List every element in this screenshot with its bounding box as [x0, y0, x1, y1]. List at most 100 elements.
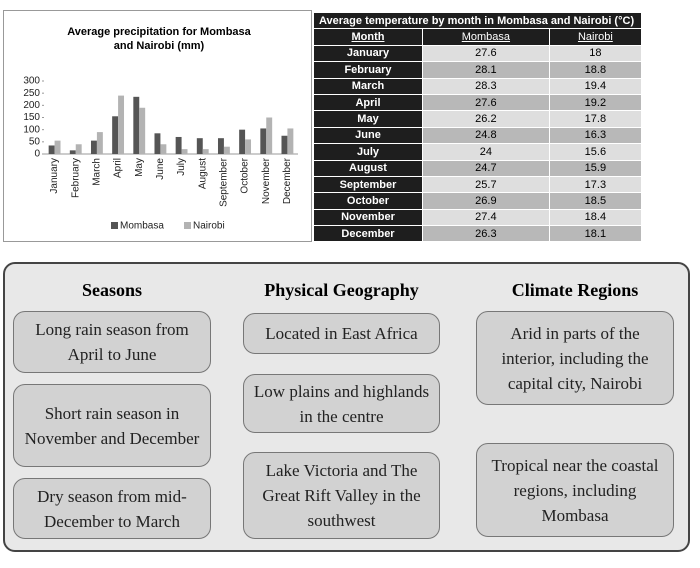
temperature-table: Average temperature by month in Mombasa … [313, 11, 643, 243]
table-cell: October [313, 192, 423, 210]
table-cell: 28.1 [422, 61, 550, 79]
x-tick-label: August [197, 158, 208, 189]
info-box: Low plains and highlands in the centre [243, 374, 440, 433]
x-tick-label: October [240, 157, 251, 193]
x-tick-label: May [134, 158, 145, 177]
table-cell: July [313, 143, 423, 161]
table-cell: August [313, 159, 423, 177]
table-cell: November [313, 208, 423, 227]
chart-title: Average precipitation for Mombasa and Na… [67, 26, 251, 52]
table-row: September 25.7 17.3 [313, 175, 643, 194]
x-tick-label: January [49, 158, 60, 194]
table-cell: 19.4 [548, 77, 643, 95]
bar [287, 128, 294, 154]
bar [90, 140, 97, 154]
table-cell: 27.6 [422, 44, 550, 63]
table-cell: 16.3 [548, 126, 643, 145]
x-tick-label: September [219, 157, 230, 207]
bar [48, 145, 55, 154]
info-box: Lake Victoria and The Great Rift Valley … [243, 452, 440, 539]
table-cell: March [313, 77, 423, 95]
table-cell: 15.6 [548, 143, 643, 161]
section-heading: Physical Geography [264, 280, 419, 300]
table-cell: 18.5 [548, 192, 643, 210]
section-heading: Seasons [81, 280, 143, 300]
table-cell: December [313, 225, 423, 243]
bar [154, 133, 161, 154]
table-cell: 26.3 [422, 225, 550, 243]
bar [239, 129, 246, 154]
table-cell: 18.4 [548, 208, 643, 227]
table-header: Month [313, 28, 423, 46]
bar [112, 116, 119, 154]
table-cell: May [313, 110, 423, 128]
table-cell: 18.1 [548, 225, 643, 243]
table-cell: 19.2 [548, 93, 643, 112]
table-cell: 17.8 [548, 110, 643, 128]
bar [160, 144, 167, 154]
bar [217, 138, 224, 154]
x-tick-label: November [261, 157, 272, 204]
info-box: Short rain season in November and Decemb… [13, 384, 211, 467]
bar [245, 139, 252, 154]
info-box: Arid in parts of the interior, including… [476, 311, 674, 405]
y-tick-label: 50 [29, 136, 41, 147]
table-header: Mombasa [422, 28, 550, 46]
info-box: Located in East Africa [243, 313, 440, 354]
table-cell: 17.3 [548, 175, 643, 194]
table-row: April 27.6 19.2 [313, 93, 643, 112]
table-header: Nairobi [548, 28, 643, 46]
table-cell: 25.7 [422, 175, 550, 194]
table-row: November 27.4 18.4 [313, 208, 643, 227]
table-title: Average temperature by month in Mombasa … [313, 11, 642, 30]
bar [96, 132, 103, 154]
bar [139, 107, 146, 154]
table-cell: 15.9 [548, 159, 643, 177]
y-tick-label: 0 [34, 149, 40, 160]
table-cell: 26.9 [422, 192, 550, 210]
table-cell: 18.8 [548, 61, 643, 79]
table-row: October 26.9 18.5 [313, 192, 643, 210]
table-cell: 24.8 [422, 126, 550, 145]
legend-label: Mombasa [120, 221, 164, 232]
y-tick-label: 300 [23, 76, 40, 87]
bar [175, 136, 182, 154]
bar [196, 138, 203, 154]
table-cell: June [313, 126, 423, 145]
table-cell: February [313, 61, 423, 79]
table-cell: September [313, 175, 423, 194]
info-box: Long rain season from April to June [13, 311, 211, 373]
table-row: May 26.2 17.8 [313, 110, 643, 128]
table-cell: April [313, 93, 423, 112]
legend-swatch [111, 222, 118, 229]
x-tick-label: June [155, 158, 166, 180]
x-tick-label: July [176, 158, 187, 176]
table-cell: 28.3 [422, 77, 550, 95]
y-tick-label: 250 [23, 88, 40, 99]
chart-panel: Average precipitation for Mombasa and Na… [3, 10, 312, 242]
bar [260, 128, 267, 154]
legend-swatch [184, 222, 191, 229]
y-tick-label: 200 [23, 100, 40, 111]
table-row: January 27.6 18 [313, 44, 643, 63]
info-panel: Seasons Long rain season from April to Ju… [3, 262, 690, 552]
table-cell: January [313, 44, 423, 63]
y-tick-label: 150 [23, 112, 40, 123]
table-cell: 24 [422, 143, 550, 161]
info-box: Dry season from mid-December to March [13, 478, 211, 539]
x-tick-label: April [113, 158, 124, 178]
table-row: February 28.1 18.8 [313, 61, 643, 79]
table-title-row: Average temperature by month in Mombasa … [313, 11, 642, 30]
bar [133, 96, 140, 154]
table-header-row: Month Mombasa Nairobi [313, 28, 643, 46]
y-tick-label: 100 [23, 124, 40, 135]
table-row: June 24.8 16.3 [313, 126, 643, 145]
bar [118, 95, 125, 154]
x-tick-label: December [282, 157, 293, 204]
x-tick-label: February [70, 158, 81, 198]
table-row: July 24 15.6 [313, 143, 643, 161]
bar [281, 135, 288, 154]
section-heading: Climate Regions [511, 280, 639, 300]
bar [54, 140, 61, 154]
